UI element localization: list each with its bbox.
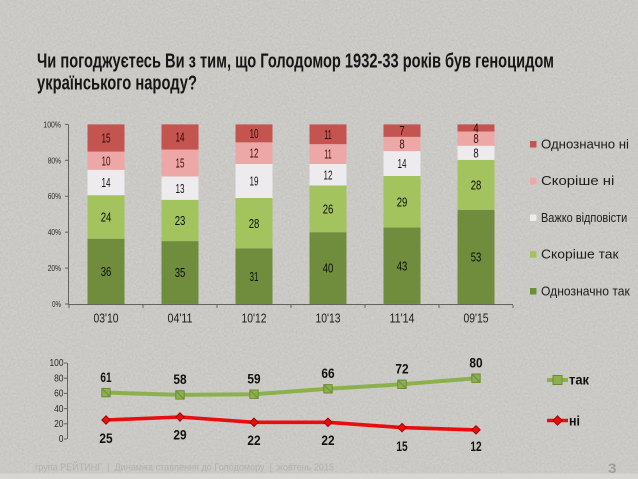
svg-text:13: 13 — [176, 182, 185, 196]
svg-text:Скоріше ні: Скоріше ні — [541, 174, 614, 188]
svg-text:60%: 60% — [48, 191, 62, 201]
svg-text:Однозначно так: Однозначно так — [541, 284, 630, 298]
svg-text:15: 15 — [396, 438, 407, 454]
svg-text:43: 43 — [397, 259, 408, 273]
svg-text:72: 72 — [395, 361, 408, 377]
svg-text:Скоріше так: Скоріше так — [541, 248, 619, 262]
svg-text:22: 22 — [247, 432, 260, 448]
svg-text:15: 15 — [176, 157, 185, 171]
svg-text:23: 23 — [175, 214, 186, 228]
svg-text:Важко відповісти: Важко відповісти — [541, 211, 627, 225]
svg-text:10: 10 — [250, 127, 259, 141]
svg-text:10'12: 10'12 — [242, 311, 267, 326]
svg-text:29: 29 — [397, 195, 408, 209]
svg-text:09'15: 09'15 — [464, 311, 489, 326]
svg-text:7: 7 — [399, 124, 404, 138]
svg-text:61: 61 — [100, 369, 111, 385]
svg-text:Чи погоджуєтесь Ви з тим, що Г: Чи погоджуєтесь Ви з тим, що Голодомор 1… — [37, 51, 554, 73]
svg-text:100%: 100% — [43, 119, 61, 129]
svg-text:19: 19 — [250, 175, 259, 189]
svg-text:20%: 20% — [48, 263, 62, 273]
svg-text:25: 25 — [99, 430, 112, 446]
svg-text:3: 3 — [608, 460, 617, 476]
svg-text:100: 100 — [50, 358, 64, 369]
svg-text:22: 22 — [321, 432, 334, 448]
svg-text:40%: 40% — [48, 227, 62, 237]
svg-text:40: 40 — [54, 404, 64, 415]
svg-text:31: 31 — [250, 270, 259, 284]
svg-text:Однозначно ні: Однозначно ні — [541, 137, 629, 151]
svg-text:26: 26 — [323, 202, 334, 216]
svg-text:14: 14 — [176, 131, 185, 145]
svg-text:10'13: 10'13 — [316, 311, 341, 326]
svg-text:група РЕЙТИНГ | Динаміка ста: група РЕЙТИНГ | Динаміка ставлення до Го… — [35, 461, 334, 474]
svg-text:8: 8 — [399, 138, 404, 152]
svg-text:0%: 0% — [52, 299, 61, 309]
svg-text:28: 28 — [471, 179, 482, 193]
svg-text:29: 29 — [173, 427, 186, 443]
svg-text:11: 11 — [324, 128, 331, 142]
svg-text:24: 24 — [101, 211, 112, 225]
svg-text:8: 8 — [473, 147, 478, 161]
svg-text:53: 53 — [471, 251, 482, 265]
svg-text:11'14: 11'14 — [390, 311, 415, 326]
svg-text:так: так — [569, 372, 590, 388]
svg-text:80: 80 — [54, 373, 64, 384]
svg-text:10: 10 — [102, 154, 111, 168]
svg-text:12: 12 — [470, 438, 481, 454]
svg-text:ні: ні — [569, 413, 580, 429]
svg-text:14: 14 — [398, 157, 407, 171]
svg-text:36: 36 — [101, 265, 112, 279]
svg-text:66: 66 — [321, 365, 334, 381]
svg-text:35: 35 — [175, 266, 186, 280]
svg-text:59: 59 — [247, 371, 260, 387]
svg-text:28: 28 — [249, 217, 260, 231]
svg-text:12: 12 — [250, 147, 259, 161]
svg-text:03'10: 03'10 — [94, 311, 119, 326]
svg-text:80: 80 — [469, 355, 482, 371]
svg-text:80%: 80% — [48, 155, 62, 165]
svg-text:0: 0 — [59, 434, 64, 445]
svg-text:58: 58 — [173, 371, 186, 387]
svg-text:8: 8 — [473, 132, 478, 146]
svg-text:60: 60 — [54, 389, 64, 400]
svg-text:04'11: 04'11 — [168, 311, 193, 326]
svg-text:українського народу?: українського народу? — [37, 73, 197, 95]
svg-text:4: 4 — [473, 122, 478, 136]
svg-text:11: 11 — [324, 148, 331, 162]
svg-text:12: 12 — [324, 168, 333, 182]
svg-text:15: 15 — [102, 132, 111, 146]
svg-text:20: 20 — [54, 419, 64, 430]
svg-text:14: 14 — [102, 176, 111, 190]
svg-text:40: 40 — [323, 262, 334, 276]
